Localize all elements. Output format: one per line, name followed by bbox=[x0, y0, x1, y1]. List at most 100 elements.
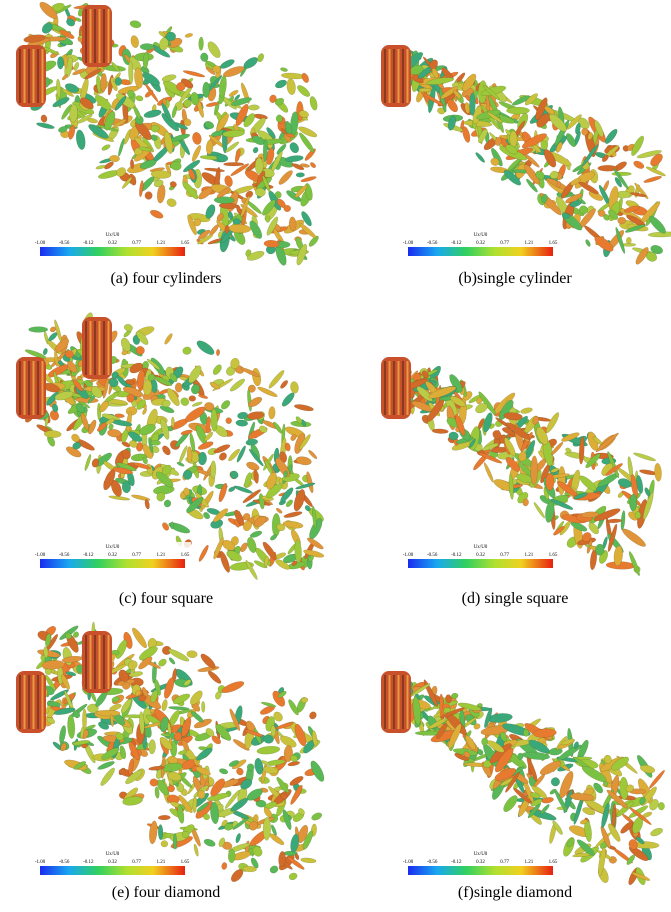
vortex-tube bbox=[449, 395, 466, 407]
vortex-tube bbox=[246, 763, 255, 772]
vortex-tube bbox=[135, 95, 144, 102]
vortex-tube bbox=[565, 447, 572, 453]
vortex-tube bbox=[104, 111, 116, 131]
vortex-tube bbox=[146, 358, 161, 370]
vortex-tube bbox=[120, 337, 131, 352]
vortex-tube bbox=[223, 162, 245, 167]
vortex-tube bbox=[197, 790, 206, 799]
vortex-tube bbox=[36, 122, 55, 129]
vortex-tube bbox=[494, 137, 502, 146]
caption: (c) four square bbox=[119, 590, 213, 607]
body-stripe bbox=[388, 675, 391, 729]
vortex-tube bbox=[302, 830, 314, 850]
vortex-tube bbox=[287, 856, 305, 870]
vortex-tube bbox=[158, 815, 171, 821]
vortex-tube bbox=[503, 795, 518, 812]
colorbar-tick-label: 0.32 bbox=[476, 241, 485, 246]
vortex-tube bbox=[161, 399, 171, 408]
vortex-tube bbox=[166, 388, 180, 407]
vortex-tube bbox=[295, 172, 305, 178]
vortex-tube bbox=[509, 130, 518, 148]
vortex-tube bbox=[101, 747, 120, 760]
vortex-tube bbox=[247, 411, 265, 420]
vortex-tube bbox=[186, 497, 204, 513]
vortex-tube bbox=[440, 86, 459, 99]
vortex-tube bbox=[601, 802, 610, 829]
colorbar-tick-label: 1.21 bbox=[524, 860, 533, 865]
vortex-tube bbox=[189, 432, 196, 453]
vortex-tube bbox=[628, 551, 640, 576]
colorbar-tick-label: 0.77 bbox=[500, 241, 509, 246]
vortex-tube bbox=[114, 77, 123, 86]
vortex-tube bbox=[268, 370, 285, 389]
vortex-tube bbox=[243, 57, 258, 69]
colorbar-tick-label: 0.77 bbox=[500, 860, 509, 865]
vortex-tube bbox=[629, 807, 652, 825]
vortex-tube bbox=[524, 153, 540, 168]
vortex-tube bbox=[549, 113, 567, 132]
body-stripe bbox=[28, 49, 30, 103]
vortex-tube bbox=[91, 386, 103, 398]
vortex-tube bbox=[162, 645, 172, 655]
vortex-tube bbox=[649, 799, 659, 811]
vortex-tube bbox=[535, 170, 545, 180]
vortex-tube bbox=[557, 744, 582, 761]
vortex-tube bbox=[245, 438, 258, 446]
vortex-tube bbox=[312, 505, 317, 529]
caption: (b)single cylinder bbox=[458, 270, 572, 287]
vortex-tube bbox=[524, 93, 538, 106]
vortex-tube bbox=[228, 448, 240, 462]
colorbar-tick-label: 1.65 bbox=[549, 553, 558, 558]
vortex-tube bbox=[311, 812, 323, 821]
vortex-tube bbox=[133, 106, 142, 120]
vortex-tube bbox=[172, 833, 178, 852]
vortex-tube bbox=[280, 67, 288, 72]
vortex-tube bbox=[121, 429, 129, 443]
body-stripe bbox=[103, 9, 105, 63]
vortex-tube bbox=[84, 68, 102, 80]
vortex-tube bbox=[139, 711, 145, 735]
vortex-tube bbox=[266, 472, 277, 490]
vortex-tube bbox=[505, 422, 531, 440]
vortex-tube bbox=[160, 733, 171, 737]
body-stripe bbox=[28, 675, 30, 729]
body-stripe bbox=[89, 321, 92, 375]
vortex-tube bbox=[530, 792, 541, 799]
vortex-tube bbox=[657, 802, 665, 811]
vortex-tube bbox=[295, 482, 316, 490]
vortex-tube bbox=[229, 470, 239, 479]
vortex-tube bbox=[626, 215, 646, 227]
vortex-tube bbox=[69, 104, 78, 123]
colorbar-tick-label: -0.12 bbox=[83, 553, 94, 558]
vortex-tube bbox=[186, 650, 198, 659]
vortex-tube bbox=[60, 742, 67, 752]
vortex-tube bbox=[88, 419, 97, 435]
vortex-tube bbox=[228, 760, 240, 767]
body-stripe bbox=[393, 49, 395, 103]
vortex-tube bbox=[111, 61, 120, 72]
vortex-tube bbox=[246, 250, 265, 261]
vortex-tube bbox=[311, 730, 318, 747]
vortex-tube bbox=[28, 326, 49, 333]
vortex-tube bbox=[148, 437, 154, 454]
colorbar-tick-label: 1.65 bbox=[181, 553, 190, 558]
vortex-tube bbox=[209, 381, 221, 390]
vortex-tube bbox=[174, 382, 183, 393]
vortex-tube bbox=[23, 34, 46, 43]
vortex-tube bbox=[161, 113, 180, 132]
vortex-tube bbox=[109, 155, 120, 163]
panel: Ux/U0 -1.00 -0.56 -0.12 0.32 0.77 1.21 1.65 (e) … bbox=[16, 621, 325, 901]
vortex-tube bbox=[205, 66, 216, 75]
vortex-tube bbox=[190, 92, 200, 106]
vortex-tube bbox=[650, 245, 663, 255]
vortex-tube bbox=[158, 31, 166, 38]
vortex-tube bbox=[65, 671, 77, 677]
vortex-tube bbox=[628, 839, 638, 850]
vortex-tube bbox=[204, 167, 225, 172]
vortex-tube bbox=[636, 150, 662, 159]
vortex-tube bbox=[104, 391, 120, 403]
vortex-tube bbox=[462, 126, 471, 143]
vortex-tube bbox=[625, 784, 634, 793]
vortex-tube bbox=[72, 379, 84, 392]
vortex-tube bbox=[98, 721, 110, 730]
